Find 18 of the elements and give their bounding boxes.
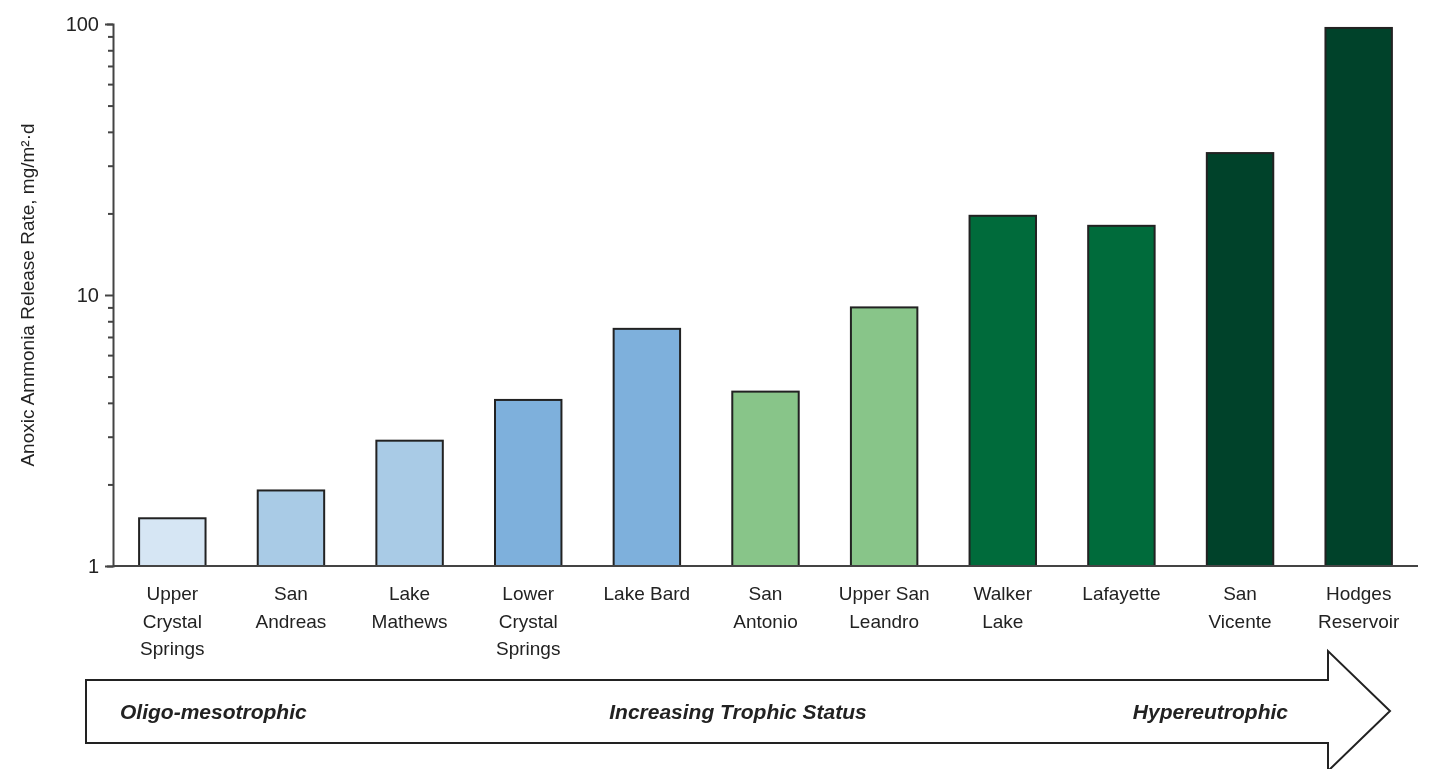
x-tick-label: Upper Crystal Springs [140,583,205,660]
y-tick-label: 100 [65,12,99,35]
x-tick-label: Lake Mathews [371,583,448,632]
y-axis-title: Anoxic Ammonia Release Rate, mg/m²·d [17,123,38,467]
x-tick-label: Lower Crystal Springs [496,583,561,660]
x-tick-label: Upper San Leandro [838,583,930,632]
x-tick-label: Walker Lake [973,583,1033,632]
y-tick-label: 10 [76,283,99,306]
x-tick-label: San Andreas [255,583,327,632]
text: Oligo-mesotrophic [120,700,307,723]
x-tick-label: Lake Bard [603,583,691,604]
x-tick-label: Hodges Reservoir [1318,583,1400,632]
x-tick-label: San Antonio [733,583,798,632]
y-tick-label: 1 [87,554,99,577]
text: Hypereutrophic [1132,700,1289,723]
x-tick-label: Lafayette [1082,583,1161,604]
text: Increasing Trophic Status [609,700,867,723]
x-tick-label: San Vicente [1208,583,1272,632]
